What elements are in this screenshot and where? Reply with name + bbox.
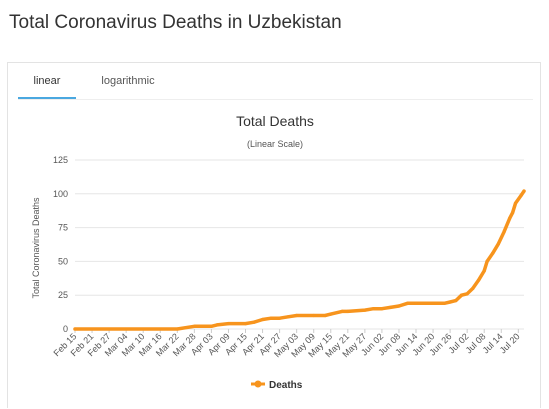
- data-point[interactable]: [252, 320, 256, 324]
- data-point[interactable]: [215, 323, 219, 327]
- data-point[interactable]: [278, 316, 282, 320]
- data-point[interactable]: [511, 211, 515, 215]
- data-point[interactable]: [454, 299, 458, 303]
- data-point[interactable]: [388, 305, 392, 309]
- data-point[interactable]: [209, 324, 213, 328]
- tab-logarithmic[interactable]: logarithmic: [101, 75, 155, 87]
- data-point[interactable]: [346, 309, 350, 313]
- data-point[interactable]: [363, 308, 367, 312]
- data-point[interactable]: [286, 315, 290, 319]
- data-point[interactable]: [459, 293, 464, 297]
- scale-tabs: linear logarithmic: [18, 63, 533, 100]
- series-line-deaths[interactable]: [73, 189, 526, 331]
- data-point[interactable]: [371, 307, 375, 311]
- deaths-chart: Total Deaths (Linear Scale) Total Corona…: [31, 113, 526, 391]
- data-point[interactable]: [482, 269, 486, 273]
- data-point[interactable]: [329, 312, 333, 316]
- data-point[interactable]: [340, 309, 344, 313]
- y-tick-label: 0: [63, 324, 68, 334]
- y-tick-label: 25: [58, 290, 68, 300]
- chart-panel: linear logarithmic Total Deaths (Linear …: [7, 62, 541, 408]
- legend-deaths-marker: [254, 380, 262, 388]
- x-tick-label: Jul 20: [498, 331, 522, 355]
- data-point[interactable]: [519, 193, 523, 197]
- y-axis-label: Total Coronavirus Deaths: [31, 197, 41, 299]
- data-point[interactable]: [448, 300, 452, 304]
- data-point[interactable]: [73, 327, 77, 331]
- data-point[interactable]: [261, 317, 265, 322]
- y-tick-label: 125: [53, 155, 68, 165]
- data-point[interactable]: [522, 189, 526, 193]
- data-point[interactable]: [414, 301, 418, 305]
- data-point[interactable]: [502, 230, 506, 234]
- tab-linear[interactable]: linear: [18, 75, 76, 99]
- data-point[interactable]: [508, 216, 512, 220]
- data-point[interactable]: [465, 292, 469, 296]
- data-point[interactable]: [323, 313, 327, 318]
- data-point[interactable]: [491, 251, 495, 255]
- y-tick-label: 75: [58, 223, 68, 233]
- data-point[interactable]: [431, 301, 435, 305]
- data-point[interactable]: [397, 304, 401, 308]
- data-point[interactable]: [226, 322, 231, 326]
- data-point[interactable]: [471, 286, 475, 290]
- legend[interactable]: Deaths: [251, 380, 303, 391]
- y-tick-label: 100: [53, 189, 68, 199]
- y-tick-label: 50: [58, 256, 68, 266]
- data-point[interactable]: [380, 307, 384, 311]
- chart-title: Total Deaths: [236, 113, 314, 129]
- data-point[interactable]: [405, 301, 410, 305]
- data-point[interactable]: [485, 259, 489, 263]
- data-point[interactable]: [312, 313, 316, 318]
- data-point[interactable]: [442, 301, 446, 305]
- data-point[interactable]: [476, 278, 481, 282]
- legend-deaths-label[interactable]: Deaths: [269, 380, 303, 391]
- data-point[interactable]: [243, 322, 248, 326]
- data-point[interactable]: [192, 324, 196, 328]
- data-point[interactable]: [175, 327, 179, 331]
- data-point[interactable]: [513, 201, 518, 205]
- data-point[interactable]: [269, 316, 273, 320]
- data-point[interactable]: [496, 242, 500, 246]
- page-title: Total Coronavirus Deaths in Uzbekistan: [9, 12, 342, 33]
- data-point[interactable]: [295, 313, 299, 318]
- chart-subtitle: (Linear Scale): [247, 139, 303, 149]
